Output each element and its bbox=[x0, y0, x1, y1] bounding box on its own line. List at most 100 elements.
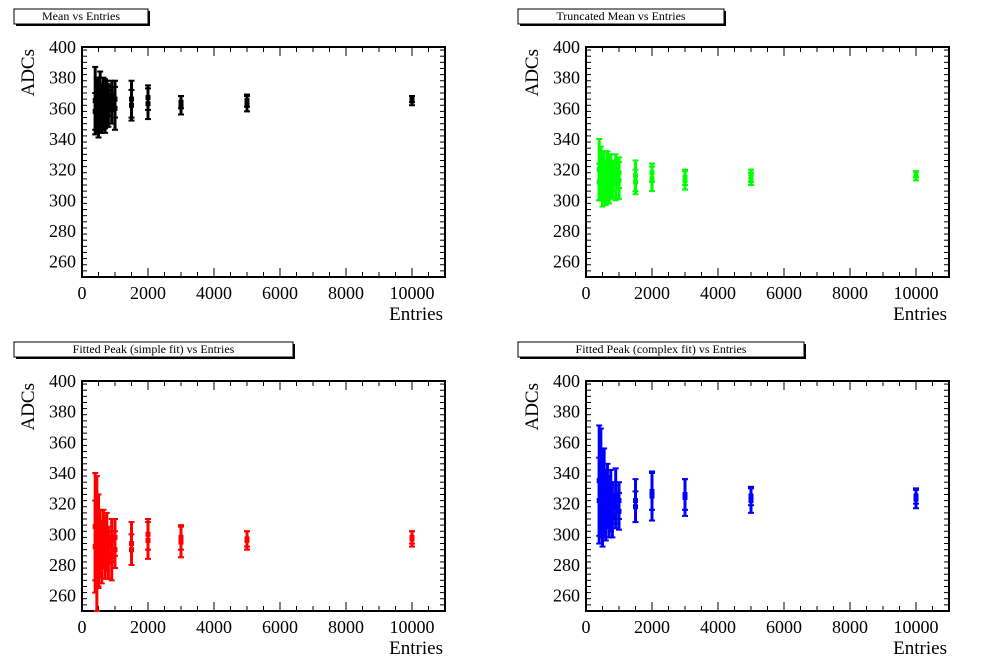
x-axis-label: Entries bbox=[389, 638, 443, 659]
x-tick-label: 0 bbox=[582, 617, 591, 637]
data-point bbox=[598, 159, 604, 165]
y-tick-label: 280 bbox=[49, 221, 76, 241]
y-tick-label: 280 bbox=[553, 221, 580, 241]
x-tick-label: 4000 bbox=[196, 617, 232, 637]
data-point bbox=[748, 493, 754, 499]
x-tick-label: 6000 bbox=[766, 617, 802, 637]
y-tick-label: 360 bbox=[553, 98, 580, 118]
y-tick-label: 300 bbox=[49, 190, 76, 210]
y-tick-label: 400 bbox=[49, 371, 76, 391]
data-point bbox=[94, 504, 100, 510]
data-point bbox=[633, 179, 638, 185]
y-tick-label: 320 bbox=[49, 494, 76, 514]
data-point bbox=[596, 498, 602, 504]
y-tick-label: 260 bbox=[553, 586, 580, 606]
data-point bbox=[104, 102, 110, 108]
x-tick-label: 4000 bbox=[700, 617, 736, 637]
data-point bbox=[97, 547, 103, 553]
x-tick-label: 2000 bbox=[634, 283, 670, 303]
data-point bbox=[633, 504, 638, 510]
y-tick-label: 400 bbox=[49, 37, 76, 57]
chart-title: Truncated Mean vs Entries bbox=[556, 9, 686, 23]
data-point bbox=[92, 544, 98, 550]
x-tick-label: 2000 bbox=[130, 283, 166, 303]
y-tick-label: 340 bbox=[49, 463, 76, 483]
data-point bbox=[600, 513, 605, 519]
data-point bbox=[96, 113, 101, 119]
y-tick-label: 260 bbox=[553, 252, 580, 272]
data-point bbox=[682, 174, 688, 180]
title-box bbox=[13, 341, 294, 358]
data-point bbox=[598, 462, 604, 468]
data-point bbox=[244, 98, 250, 104]
y-tick-label: 340 bbox=[553, 463, 580, 483]
data-point bbox=[109, 93, 115, 99]
data-point bbox=[748, 173, 754, 179]
y-tick-label: 360 bbox=[49, 98, 76, 118]
data-point bbox=[129, 102, 134, 108]
y-tick-label: 380 bbox=[49, 68, 76, 88]
x-tick-label: 4000 bbox=[196, 283, 232, 303]
y-tick-label: 320 bbox=[49, 160, 76, 180]
y-tick-label: 360 bbox=[49, 432, 76, 452]
data-point bbox=[409, 534, 415, 540]
x-tick-label: 10000 bbox=[894, 617, 939, 637]
x-tick-label: 6000 bbox=[766, 283, 802, 303]
y-tick-label: 300 bbox=[553, 524, 580, 544]
y-tick-label: 300 bbox=[49, 524, 76, 544]
x-tick-label: 10000 bbox=[390, 617, 435, 637]
data-point bbox=[601, 501, 607, 507]
chart-title: Fitted Peak (complex fit) vs Entries bbox=[576, 342, 747, 356]
x-tick-label: 10000 bbox=[894, 283, 939, 303]
chart-panels: Mean vs Entries2602803003203403603804000… bbox=[13, 8, 950, 659]
title-box bbox=[517, 8, 725, 25]
data-point bbox=[613, 167, 619, 173]
data-point bbox=[409, 96, 415, 102]
y-tick-label: 300 bbox=[553, 190, 580, 210]
data-point bbox=[104, 528, 110, 534]
chart-title: Mean vs Entries bbox=[42, 9, 120, 23]
x-axis-label: Entries bbox=[389, 304, 443, 325]
x-tick-label: 0 bbox=[78, 617, 87, 637]
y-tick-label: 260 bbox=[49, 252, 76, 272]
x-tick-label: 8000 bbox=[328, 283, 364, 303]
data-point bbox=[616, 177, 622, 183]
x-tick-label: 8000 bbox=[832, 283, 868, 303]
y-tick-label: 320 bbox=[553, 160, 580, 180]
x-tick-label: 8000 bbox=[328, 617, 364, 637]
x-tick-label: 2000 bbox=[634, 617, 670, 637]
data-point bbox=[913, 493, 919, 499]
y-tick-label: 320 bbox=[553, 494, 580, 514]
data-point bbox=[97, 105, 103, 111]
chart-panel-1: Mean vs Entries2602803003203403603804000… bbox=[13, 8, 446, 325]
data-point bbox=[609, 179, 615, 185]
y-tick-label: 380 bbox=[553, 68, 580, 88]
data-point bbox=[129, 547, 134, 553]
x-tick-label: 6000 bbox=[262, 283, 298, 303]
data-point bbox=[600, 170, 605, 176]
chart-panel-2: Truncated Mean vs Entries 260 280 300 320 340… bbox=[517, 8, 950, 325]
data-point bbox=[102, 111, 108, 117]
y-tick-label: 340 bbox=[553, 129, 580, 149]
data-point bbox=[102, 554, 108, 560]
data-point bbox=[603, 184, 609, 190]
data-point bbox=[604, 504, 610, 510]
data-point bbox=[100, 90, 106, 96]
x-tick-label: 10000 bbox=[390, 283, 435, 303]
data-point bbox=[92, 108, 98, 114]
y-axis-label: ADCs bbox=[18, 383, 39, 431]
data-point bbox=[109, 553, 115, 559]
data-point bbox=[604, 164, 610, 170]
y-axis-label: ADCs bbox=[18, 49, 39, 97]
y-tick-label: 380 bbox=[553, 402, 580, 422]
data-point bbox=[100, 547, 106, 553]
y-tick-label: 360 bbox=[553, 432, 580, 452]
data-point bbox=[244, 536, 250, 542]
data-point bbox=[608, 504, 614, 510]
x-tick-label: 6000 bbox=[262, 617, 298, 637]
data-point bbox=[94, 570, 100, 576]
y-tick-label: 400 bbox=[553, 371, 580, 391]
data-point bbox=[601, 179, 607, 185]
